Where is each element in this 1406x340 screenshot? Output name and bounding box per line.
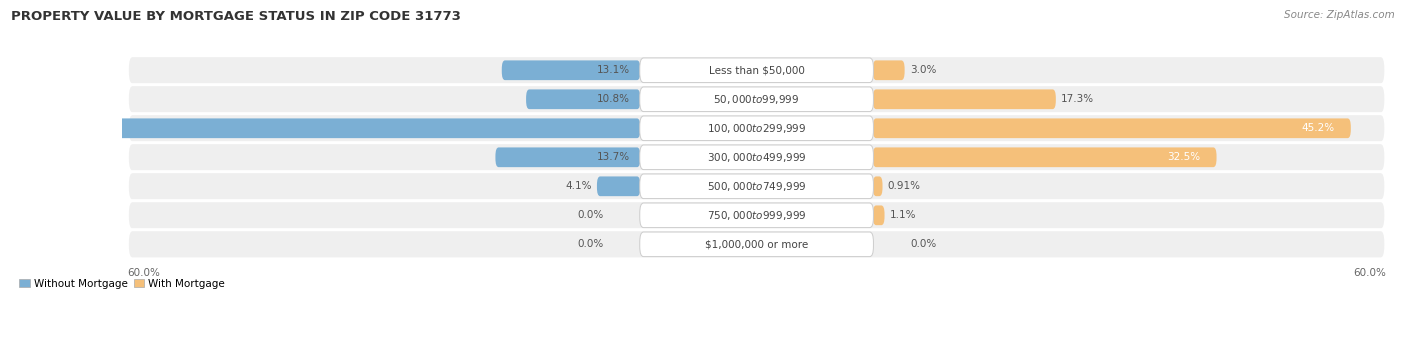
Text: 10.8%: 10.8% — [596, 94, 630, 104]
FancyBboxPatch shape — [128, 201, 1386, 230]
Text: $1,000,000 or more: $1,000,000 or more — [704, 239, 808, 249]
FancyBboxPatch shape — [25, 118, 640, 138]
FancyBboxPatch shape — [873, 89, 1056, 109]
FancyBboxPatch shape — [128, 230, 1386, 259]
Legend: Without Mortgage, With Mortgage: Without Mortgage, With Mortgage — [15, 274, 229, 293]
Text: $500,000 to $749,999: $500,000 to $749,999 — [707, 180, 807, 193]
FancyBboxPatch shape — [128, 172, 1386, 201]
Text: $300,000 to $499,999: $300,000 to $499,999 — [707, 151, 807, 164]
FancyBboxPatch shape — [873, 176, 883, 196]
FancyBboxPatch shape — [640, 174, 873, 199]
Text: 13.1%: 13.1% — [596, 65, 630, 75]
FancyBboxPatch shape — [128, 114, 1386, 143]
FancyBboxPatch shape — [598, 176, 640, 196]
FancyBboxPatch shape — [873, 118, 1351, 138]
Text: 3.0%: 3.0% — [910, 65, 936, 75]
Text: 58.2%: 58.2% — [41, 123, 75, 133]
Text: 0.91%: 0.91% — [887, 181, 921, 191]
FancyBboxPatch shape — [526, 89, 640, 109]
Text: 13.7%: 13.7% — [596, 152, 630, 162]
FancyBboxPatch shape — [873, 205, 884, 225]
Text: 17.3%: 17.3% — [1062, 94, 1094, 104]
Text: 32.5%: 32.5% — [1167, 152, 1201, 162]
FancyBboxPatch shape — [640, 58, 873, 83]
Text: 60.0%: 60.0% — [128, 268, 160, 278]
FancyBboxPatch shape — [873, 148, 1216, 167]
Text: 4.1%: 4.1% — [565, 181, 592, 191]
FancyBboxPatch shape — [128, 56, 1386, 85]
Text: Source: ZipAtlas.com: Source: ZipAtlas.com — [1284, 10, 1395, 20]
Text: $50,000 to $99,999: $50,000 to $99,999 — [713, 93, 800, 106]
FancyBboxPatch shape — [502, 61, 640, 80]
FancyBboxPatch shape — [128, 143, 1386, 172]
FancyBboxPatch shape — [640, 116, 873, 140]
Text: Less than $50,000: Less than $50,000 — [709, 65, 804, 75]
Text: $750,000 to $999,999: $750,000 to $999,999 — [707, 209, 807, 222]
Text: 1.1%: 1.1% — [890, 210, 917, 220]
FancyBboxPatch shape — [640, 145, 873, 170]
FancyBboxPatch shape — [495, 148, 640, 167]
Text: 60.0%: 60.0% — [1353, 268, 1386, 278]
FancyBboxPatch shape — [640, 203, 873, 227]
Text: 45.2%: 45.2% — [1302, 123, 1334, 133]
Text: 0.0%: 0.0% — [576, 210, 603, 220]
Text: 0.0%: 0.0% — [576, 239, 603, 249]
FancyBboxPatch shape — [640, 232, 873, 257]
Text: $100,000 to $299,999: $100,000 to $299,999 — [707, 122, 806, 135]
Text: PROPERTY VALUE BY MORTGAGE STATUS IN ZIP CODE 31773: PROPERTY VALUE BY MORTGAGE STATUS IN ZIP… — [11, 10, 461, 23]
Text: 0.0%: 0.0% — [910, 239, 936, 249]
FancyBboxPatch shape — [640, 87, 873, 112]
FancyBboxPatch shape — [128, 85, 1386, 114]
FancyBboxPatch shape — [873, 61, 904, 80]
